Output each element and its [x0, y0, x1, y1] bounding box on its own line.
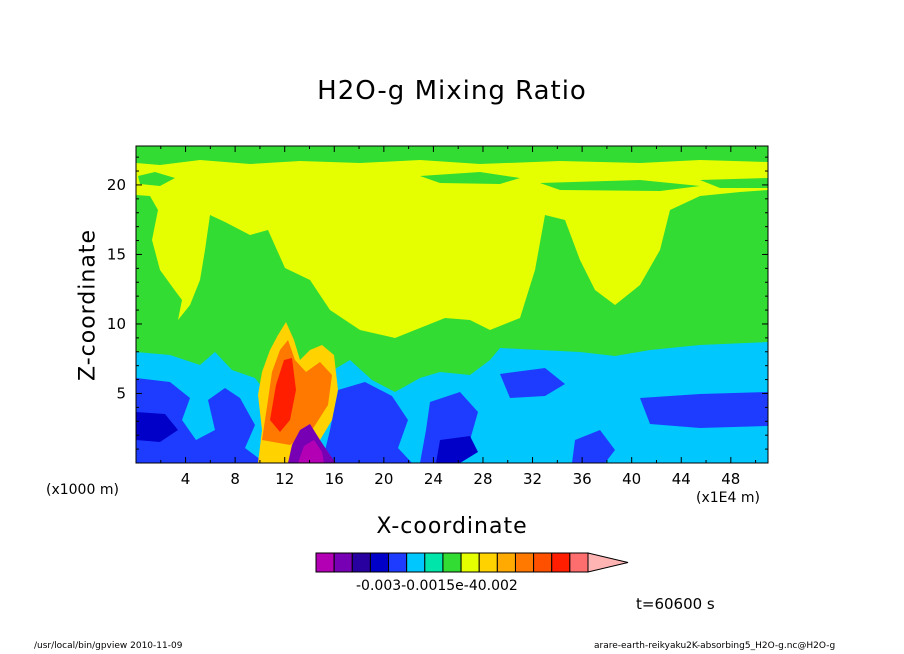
colorbar-swatch — [533, 552, 553, 573]
field-green-blob — [420, 172, 520, 184]
y-tick-label: 20 — [107, 176, 126, 194]
x-axis-unit-left: (x1000 m) — [46, 482, 119, 498]
x-tick-label: 12 — [275, 470, 294, 488]
x-tick-label: 48 — [721, 470, 740, 488]
x-axis: 4 8 12 16 20 24 28 32 36 40 44 48 — [160, 146, 757, 488]
field-red — [270, 358, 296, 432]
y-tick-label: 5 — [116, 384, 126, 402]
plot-frame — [135, 145, 769, 464]
colorbar-extension-arrow — [587, 552, 629, 573]
footer-right: arare-earth-reikyaku2K-absorbing5_H2O-g.… — [594, 641, 836, 651]
y-axis: 5 10 15 20 — [107, 156, 768, 450]
time-label: t=60600 s — [636, 595, 715, 613]
colorbar-swatch — [351, 552, 371, 573]
x-axis-label: X-coordinate — [376, 514, 528, 539]
colorbar-labels: -0.003-0.0015e-40.002 — [356, 578, 518, 594]
colorbar-swatch — [478, 552, 498, 573]
x-tick-label: 44 — [672, 470, 691, 488]
y-tick-label: 15 — [107, 245, 126, 263]
colorbar-swatch — [442, 552, 462, 573]
field-green-blob — [700, 178, 768, 188]
field-blue — [500, 368, 565, 398]
contour-field — [136, 146, 768, 463]
y-tick-label: 10 — [107, 315, 126, 333]
footer-left: /usr/local/bin/gpview 2010-11-09 — [34, 641, 183, 651]
field-blue — [322, 382, 412, 463]
x-tick-label: 4 — [181, 470, 191, 488]
field-blue — [572, 430, 615, 463]
colorbar-swatch — [369, 552, 390, 573]
colorbar-swatch — [551, 552, 571, 573]
x-tick-label: 16 — [325, 470, 344, 488]
colorbar-swatch — [333, 552, 353, 573]
x-tick-label: 32 — [523, 470, 542, 488]
field-green-blob — [138, 172, 175, 186]
field-blue — [640, 392, 768, 428]
field-magenta — [298, 440, 324, 463]
colorbar-swatch — [424, 552, 444, 573]
colorbar-swatch — [569, 552, 589, 573]
x-tick-label: 28 — [473, 470, 492, 488]
chart-title: H2O-g Mixing Ratio — [317, 76, 587, 106]
field-blue — [136, 378, 265, 463]
colorbar-swatch — [406, 552, 426, 573]
x-axis-unit-right: (x1E4 m) — [696, 490, 760, 506]
colorbar-swatch — [388, 552, 408, 573]
x-tick-label: 20 — [374, 470, 393, 488]
x-tick-label: 40 — [622, 470, 641, 488]
field-darkblue — [136, 412, 178, 442]
x-tick-label: 8 — [230, 470, 240, 488]
colorbar-swatch — [514, 552, 535, 573]
colorbar-swatch — [460, 552, 480, 573]
colorbar-swatch — [496, 552, 516, 573]
field-darkblue — [436, 436, 478, 463]
field-green-top — [136, 146, 768, 165]
colorbar-swatch — [315, 552, 335, 573]
x-tick-label: 36 — [573, 470, 592, 488]
colorbar — [315, 552, 629, 573]
x-tick-label: 24 — [424, 470, 443, 488]
field-green-blob — [540, 180, 700, 191]
